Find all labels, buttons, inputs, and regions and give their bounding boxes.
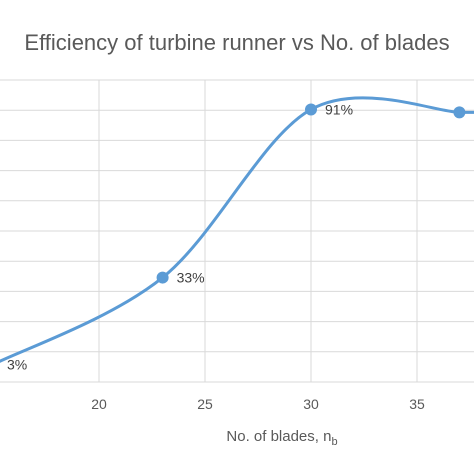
chart-title: Efficiency of turbine runner vs No. of b… xyxy=(24,30,449,55)
x-tick-label: 35 xyxy=(409,396,425,412)
data-label: 33% xyxy=(177,270,205,286)
x-tick-label: 30 xyxy=(303,396,319,412)
series-line xyxy=(0,96,474,363)
data-label: 91% xyxy=(325,101,353,117)
x-axis-label-text: No. of blades, n xyxy=(226,428,331,445)
data-point xyxy=(305,103,317,116)
data-points xyxy=(156,103,466,284)
data-point xyxy=(156,271,169,284)
data-label: 3% xyxy=(7,357,27,373)
x-tick-label: 25 xyxy=(197,396,213,412)
grid xyxy=(0,79,474,383)
x-tick-label: 20 xyxy=(91,396,107,412)
x-axis-label: No. of blades, nb xyxy=(226,428,337,448)
data-point xyxy=(453,106,466,119)
data-labels: 3%33%91%90% xyxy=(7,101,474,372)
x-tick-labels: 20 25 30 35 xyxy=(91,396,425,412)
x-axis-label-subscript: b xyxy=(331,436,337,448)
